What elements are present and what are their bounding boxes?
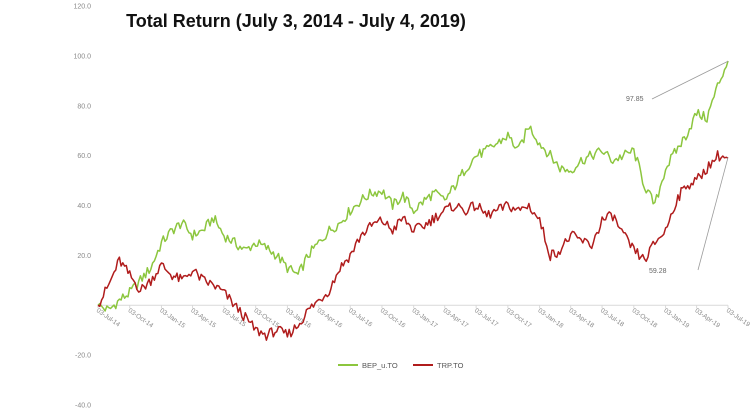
y-tick-label: 60.0 (77, 153, 91, 160)
y-tick-label: 80.0 (77, 103, 91, 110)
x-tick-label: 03-Jan-18 (536, 307, 564, 330)
y-tick-label: 120.0 (73, 4, 91, 11)
x-tick-label: 03-Oct-16 (379, 307, 407, 330)
series-line-trp-to (97, 150, 729, 341)
x-tick-label: 03-Oct-17 (505, 307, 533, 330)
annotation-layer: 97.85 59.28 (626, 60, 729, 275)
annotation-leader-line (651, 60, 729, 100)
x-tick-label: 03-Apr-18 (568, 307, 596, 330)
y-tick-label: 40.0 (77, 203, 91, 210)
x-tick-label: 03-Jul-15 (221, 307, 248, 328)
x-tick-label: 03-Jul-16 (347, 307, 374, 328)
y-tick-label: -20.0 (75, 353, 91, 360)
y-axis-ticks: 120.0 100.0 80.0 60.0 40.0 20.0 -20.0 -40.0 (73, 4, 91, 410)
series-line-bep-u-to (97, 60, 729, 312)
y-tick-label: 100.0 (73, 53, 91, 60)
x-tick-label: 03-Jul-17 (473, 307, 500, 328)
x-tick-label: 03-Apr-19 (693, 307, 721, 330)
y-tick-label: 20.0 (77, 253, 91, 260)
annotation-leader-line (697, 157, 729, 271)
x-tick-label: 03-Jul-14 (95, 307, 122, 328)
chart-title: Total Return (July 3, 2014 - July 4, 201… (126, 11, 466, 31)
legend: BEP_u.TO TRP.TO (338, 361, 464, 370)
x-tick-label: 03-Jan-19 (662, 307, 690, 330)
x-axis: 03-Jul-14 03-Oct-14 03-Jan-15 03-Apr-15 03-J… (95, 304, 752, 330)
series-layer (97, 60, 729, 341)
y-tick-label: -40.0 (75, 403, 91, 410)
x-tick-label: 03-Oct-15 (253, 307, 281, 330)
legend-label: TRP.TO (437, 361, 464, 370)
x-tick-label: 03-Apr-15 (189, 307, 217, 330)
x-tick-label: 03-Apr-16 (316, 307, 344, 330)
x-tick-label: 03-Jul-18 (599, 307, 626, 328)
x-tick-label: 03-Oct-14 (127, 307, 155, 330)
x-tick-label: 03-Jul-19 (725, 307, 752, 328)
x-tick-label: 03-Jan-17 (411, 307, 439, 330)
annotation-label: 59.28 (649, 268, 667, 275)
annotation-label: 97.85 (626, 96, 644, 103)
x-tick-label: 03-Apr-17 (442, 307, 470, 330)
legend-label: BEP_u.TO (362, 361, 398, 370)
x-tick-label: 03-Jan-15 (158, 307, 186, 330)
x-tick-label: 03-Oct-18 (631, 307, 659, 330)
